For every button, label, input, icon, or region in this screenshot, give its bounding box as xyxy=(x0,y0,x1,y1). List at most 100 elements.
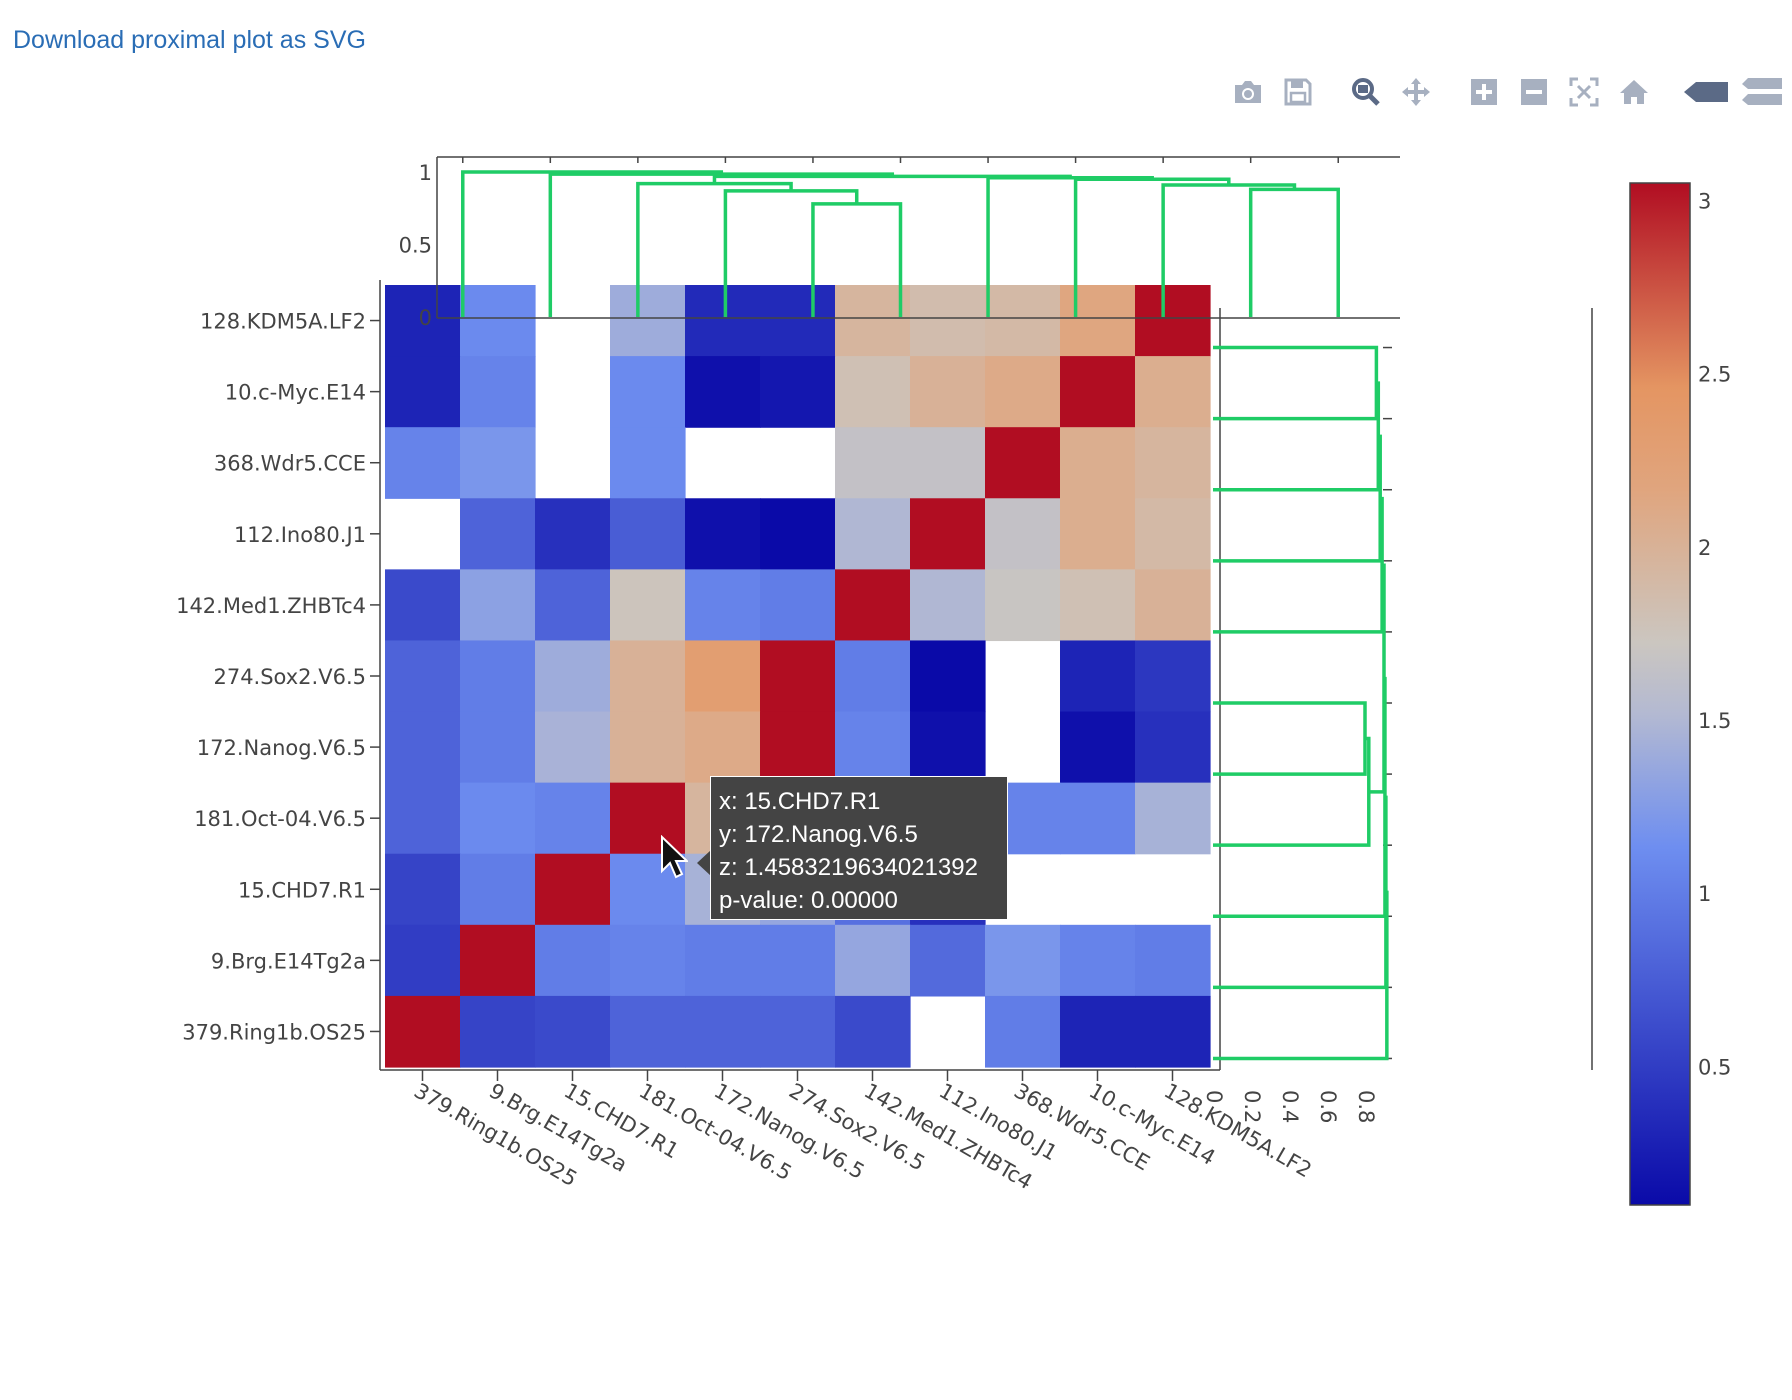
heatmap-cell xyxy=(835,640,911,713)
heatmap-cell xyxy=(910,711,986,784)
heatmap-cell xyxy=(610,498,686,570)
heatmap-cell xyxy=(535,924,611,997)
heatmap-cell xyxy=(910,285,986,357)
heatmap-cell xyxy=(835,924,911,997)
colorbar-tick-label: 1.5 xyxy=(1698,709,1731,733)
heatmap-cell xyxy=(610,569,686,642)
right-dendro-tick-label: 0.2 xyxy=(1240,1090,1264,1123)
zoom-icon[interactable] xyxy=(1348,74,1384,110)
heatmap-cell xyxy=(985,569,1061,642)
heatmap-cell xyxy=(1060,711,1136,784)
camera-icon[interactable] xyxy=(1230,74,1266,110)
heatmap-cell xyxy=(610,427,686,499)
download-svg-link[interactable]: Download proximal plot as SVG xyxy=(13,26,366,54)
heatmap-cell xyxy=(385,995,461,1068)
heatmap-cell xyxy=(610,711,686,784)
heatmap-cell xyxy=(1060,427,1136,499)
zoom-out-icon[interactable] xyxy=(1516,74,1552,110)
heatmap-cell xyxy=(1060,498,1136,570)
pan-icon[interactable] xyxy=(1398,74,1434,110)
heatmap-cell xyxy=(685,711,761,784)
heatmap-cell xyxy=(910,498,986,570)
heatmap-cell xyxy=(985,995,1061,1068)
right-dendro-tick-label: 0.8 xyxy=(1354,1090,1378,1123)
heatmap-cell xyxy=(760,711,836,784)
autoscale-icon[interactable] xyxy=(1566,74,1602,110)
right-dendro-tick-label: 0.6 xyxy=(1316,1090,1340,1123)
heatmap-cell xyxy=(1135,711,1211,784)
heatmap-cell xyxy=(910,569,986,642)
heatmap-cell xyxy=(1135,498,1211,570)
right-dendro-link xyxy=(1213,381,1381,492)
top-dendro-link xyxy=(1248,187,1340,317)
heatmap-cell xyxy=(460,498,536,570)
heatmap-cell xyxy=(685,356,761,428)
heatmap-cell xyxy=(1135,356,1211,428)
right-dendro-tick-label: 0 xyxy=(1202,1090,1226,1103)
heatmap-cell xyxy=(1060,285,1136,357)
heatmap-cell xyxy=(1060,924,1136,997)
top-dendro-link xyxy=(461,170,724,317)
heatmap-cell xyxy=(610,356,686,428)
top-dendro-tick-label: 0 xyxy=(419,306,432,330)
heatmap-cell xyxy=(385,782,461,855)
y-tick-label: 379.Ring1b.OS25 xyxy=(182,1020,366,1044)
plot-modebar xyxy=(1230,74,1782,110)
right-dendro-link xyxy=(1213,496,1384,634)
heatmap-cell xyxy=(610,640,686,713)
heatmap-cell xyxy=(460,427,536,499)
heatmap-cell xyxy=(460,995,536,1068)
heatmap-cell xyxy=(610,285,686,357)
hover-closest-icon[interactable] xyxy=(1684,74,1728,110)
save-icon[interactable] xyxy=(1280,74,1316,110)
colorbar-tick-label: 2 xyxy=(1698,536,1711,560)
heatmap-cell xyxy=(985,924,1061,997)
right-dendrogram: 0 0.2 0.4 0.6 0.8 xyxy=(1202,308,1593,1123)
heatmap-cell xyxy=(460,640,536,713)
hover-tooltip: x: 15.CHD7.R1 y: 172.Nanog.V6.5 z: 1.458… xyxy=(710,776,1008,920)
zoom-in-icon[interactable] xyxy=(1466,74,1502,110)
heatmap-cell xyxy=(685,285,761,357)
heatmap-cell xyxy=(610,995,686,1068)
heatmap-cell xyxy=(385,427,461,499)
home-icon[interactable] xyxy=(1616,74,1652,110)
hover-compare-icon[interactable] xyxy=(1742,74,1782,110)
y-tick-label: 10.c-Myc.E14 xyxy=(225,381,366,405)
y-tick-label: 128.KDM5A.LF2 xyxy=(200,310,366,334)
heatmap-cell xyxy=(610,924,686,997)
heatmap-cell xyxy=(385,285,461,357)
heatmap-cell xyxy=(760,285,836,357)
heatmap-cell xyxy=(535,995,611,1068)
right-dendro-link xyxy=(1213,676,1387,919)
heatmap-cell xyxy=(610,782,686,855)
colorbar-gradient xyxy=(1629,182,1691,1206)
heatmap-cell xyxy=(460,285,536,357)
heatmap-cell xyxy=(985,498,1061,570)
heatmap-cell xyxy=(685,640,761,713)
heatmap-cell xyxy=(985,427,1061,499)
heatmap-cell xyxy=(835,285,911,357)
colorbar-tick-label: 2.5 xyxy=(1698,363,1731,387)
heatmap-cell xyxy=(1135,427,1211,499)
heatmap-cell xyxy=(910,427,986,499)
colorbar-tick-label: 3 xyxy=(1698,189,1711,213)
heatmap-cell xyxy=(760,356,836,428)
heatmap-cell xyxy=(985,285,1061,357)
heatmap-cell xyxy=(1060,782,1136,855)
right-dendro-link xyxy=(1213,434,1382,563)
heatmap-cell xyxy=(835,356,911,428)
heatmap-cell xyxy=(835,711,911,784)
y-tick-label: 181.Oct-04.V6.5 xyxy=(194,807,366,831)
right-dendro-link xyxy=(1213,345,1379,421)
tooltip-p: p-value: 0.00000 xyxy=(719,887,898,914)
heatmap-axes xyxy=(370,280,1220,1081)
heatmap-cell xyxy=(1135,924,1211,997)
y-tick-label: 172.Nanog.V6.5 xyxy=(197,736,366,760)
right-dendro-link xyxy=(1213,890,1389,1061)
heatmap-cell xyxy=(1135,640,1211,713)
heatmap-cell xyxy=(385,569,461,642)
heatmap-cell xyxy=(760,569,836,642)
heatmap-cell xyxy=(1060,995,1136,1068)
y-tick-label: 15.CHD7.R1 xyxy=(238,878,366,902)
heatmap-cell xyxy=(835,995,911,1068)
